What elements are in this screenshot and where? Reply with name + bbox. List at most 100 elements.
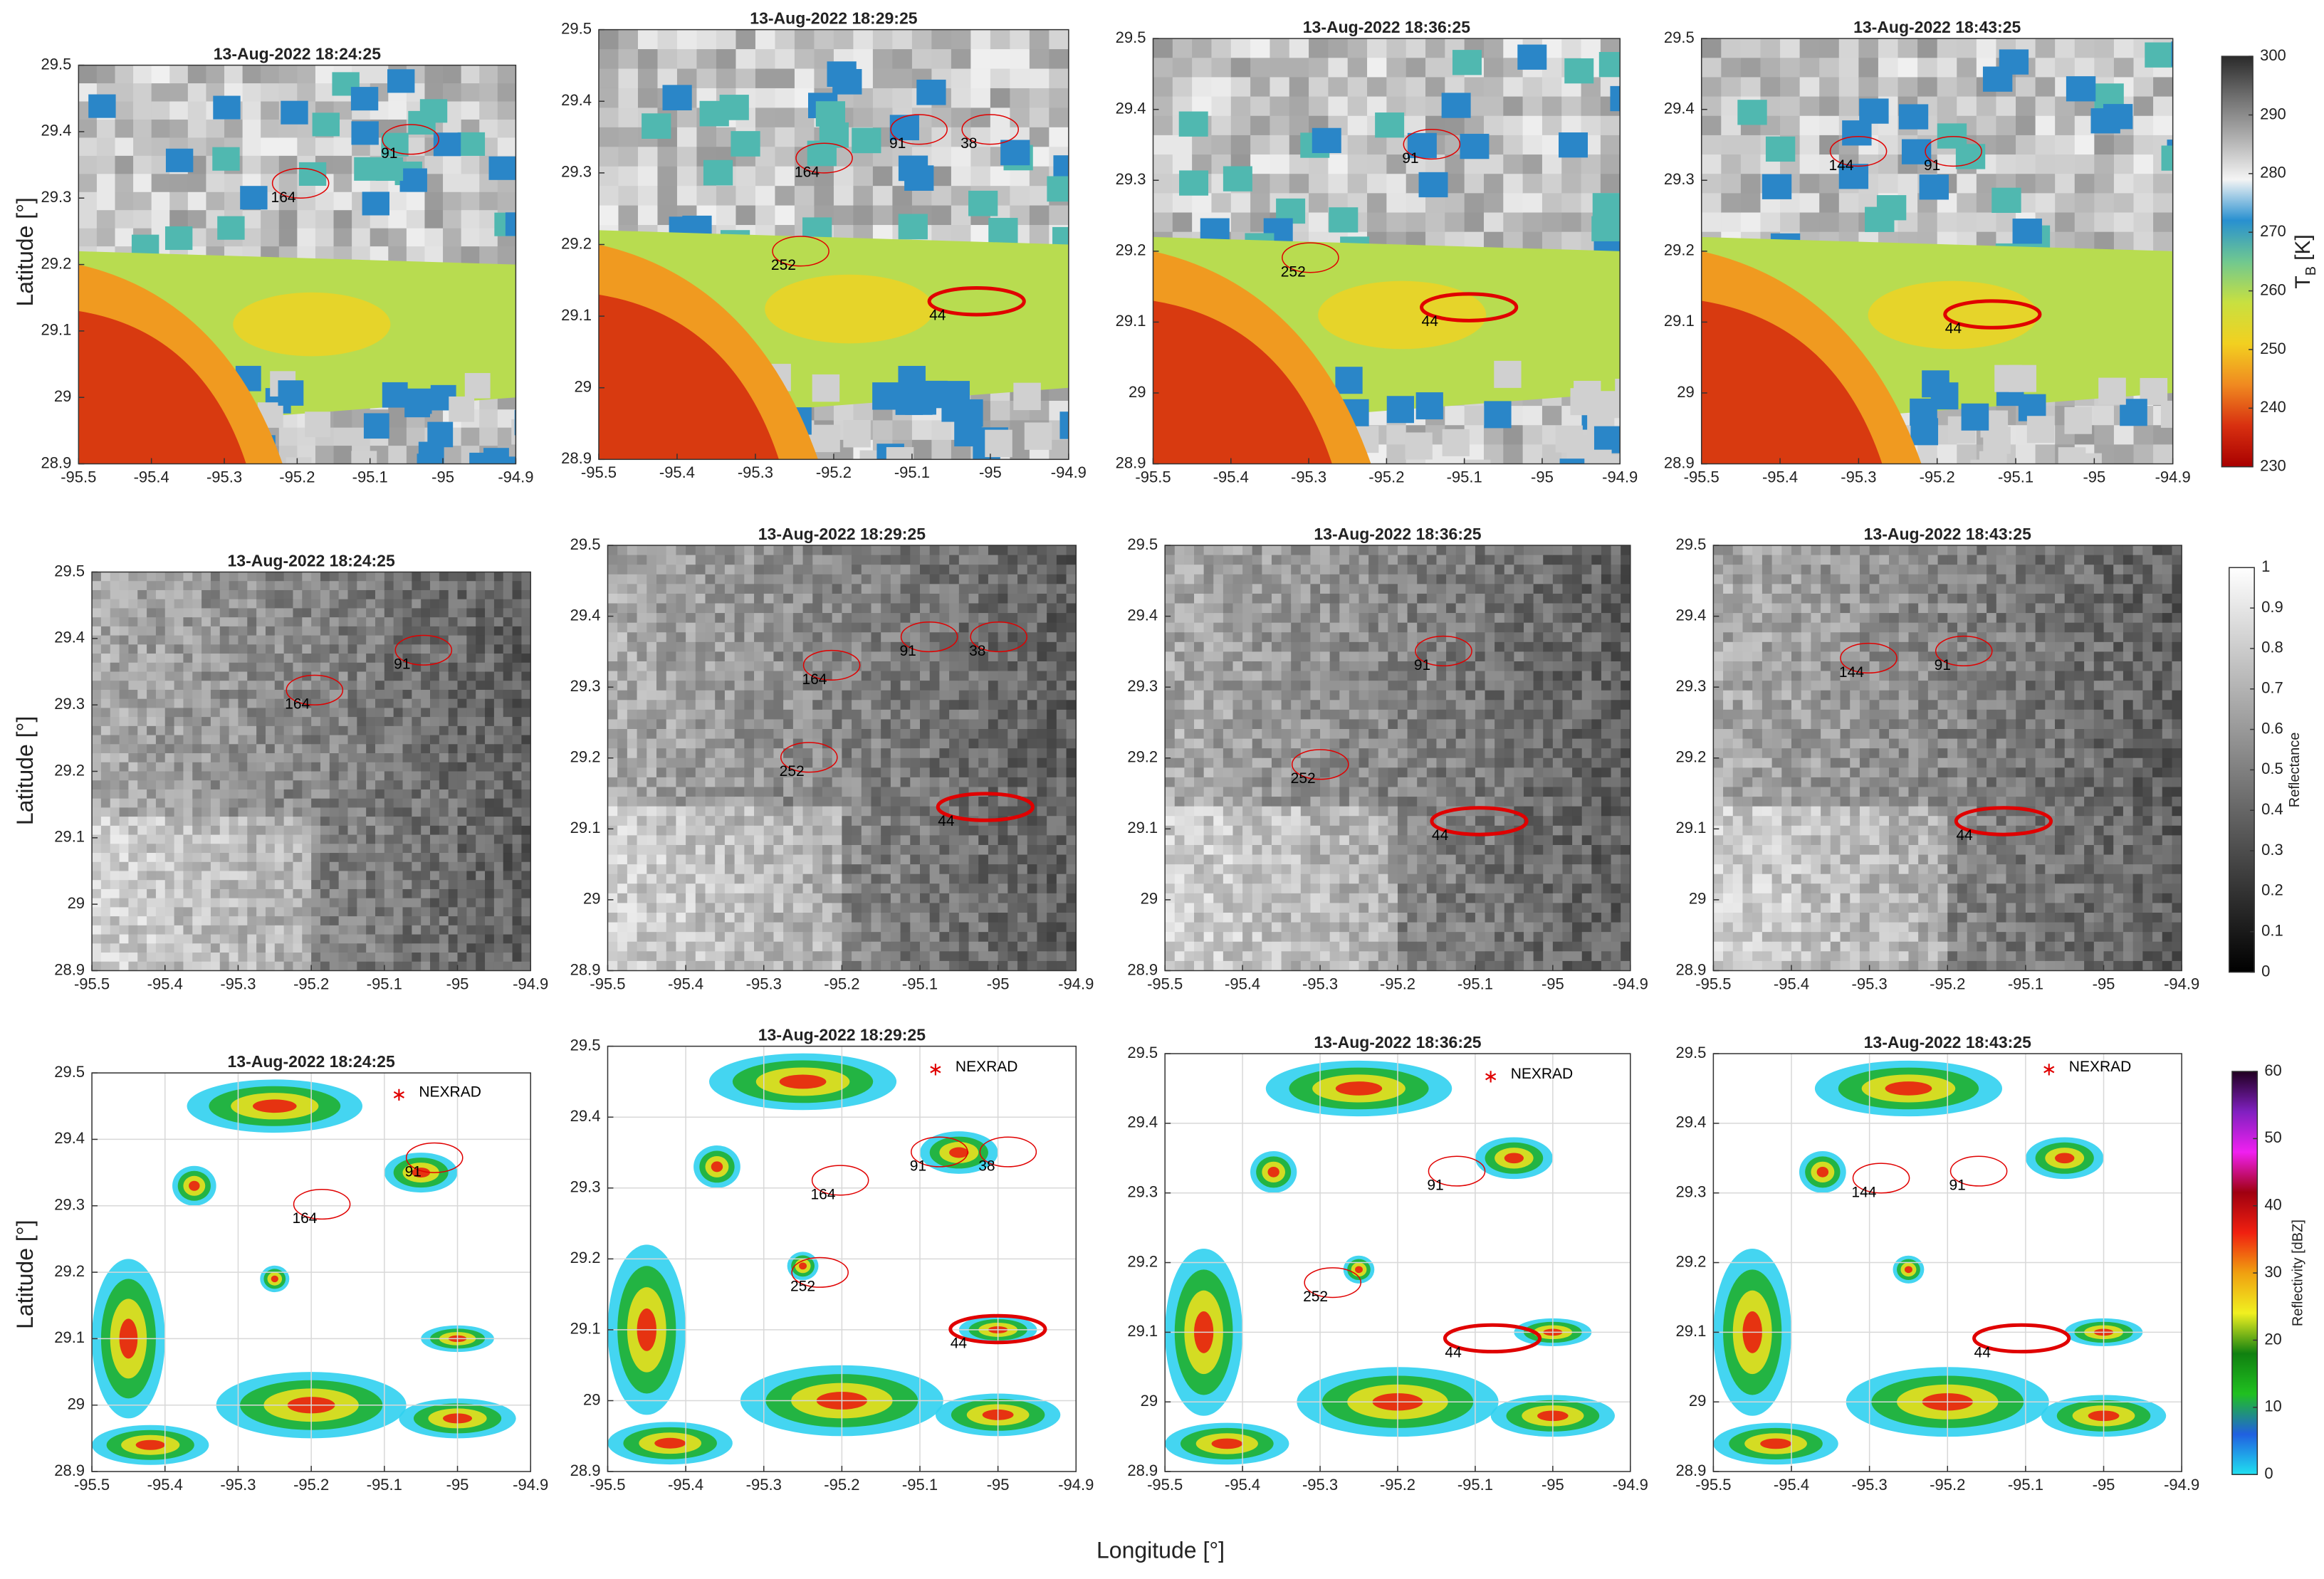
vis-pixel <box>485 789 495 799</box>
vis-pixel <box>274 907 285 917</box>
ir-cold-pixel <box>2012 219 2042 244</box>
ir-pixel <box>1721 135 1742 156</box>
vis-pixel <box>329 689 340 700</box>
vis-pixel <box>219 708 230 718</box>
vis-pixel <box>329 717 340 727</box>
vis-pixel <box>192 817 202 827</box>
vis-pixel <box>293 925 303 935</box>
vis-pixel <box>201 681 211 691</box>
vis-pixel <box>274 589 285 600</box>
x-tick-label: -95.1 <box>352 468 388 486</box>
ir-pixel <box>96 137 116 157</box>
vis-pixel <box>466 953 476 962</box>
ir-pixel <box>970 88 991 109</box>
vis-pixel <box>656 893 667 904</box>
vis-pixel <box>164 708 175 718</box>
vis-pixel <box>647 844 657 856</box>
vis-pixel <box>311 725 321 736</box>
ir-clear-pixel <box>2074 453 2102 464</box>
ir-pixel <box>657 49 678 70</box>
vis-pixel <box>320 934 330 944</box>
vis-pixel <box>238 581 248 591</box>
ir-pixel <box>1211 38 1232 59</box>
ir-pixel <box>1701 212 1722 233</box>
ir-pixel <box>1483 212 1504 233</box>
vis-pixel <box>265 789 276 799</box>
ir-pixel <box>833 166 854 187</box>
vis-pixel <box>92 880 102 890</box>
vis-pixel <box>421 871 431 881</box>
vis-pixel <box>201 581 211 591</box>
vis-pixel <box>384 698 394 709</box>
vis-pixel <box>430 798 440 808</box>
vis-pixel <box>283 934 294 944</box>
vis-pixel <box>512 725 522 736</box>
vis-pixel <box>137 717 147 727</box>
vis-pixel <box>128 817 138 827</box>
vis-pixel <box>466 654 476 663</box>
vis-pixel <box>402 789 412 799</box>
vis-pixel <box>155 780 166 790</box>
ir-pixel <box>1029 186 1050 206</box>
vis-pixel <box>229 907 239 917</box>
vis-pixel <box>219 844 230 854</box>
vis-pixel <box>238 925 248 935</box>
vis-pixel <box>466 925 476 935</box>
vis-pixel <box>274 608 285 618</box>
ir-pixel <box>2153 212 2173 233</box>
ir-pixel <box>755 68 776 89</box>
ir-pixel <box>1367 38 1388 59</box>
vis-pixel <box>265 744 276 754</box>
vis-pixel <box>493 844 504 854</box>
vis-pixel <box>421 943 431 953</box>
vis-pixel <box>155 907 166 917</box>
vis-pixel <box>512 671 522 681</box>
ir-pixel <box>1029 88 1050 109</box>
vis-pixel <box>92 817 102 827</box>
vis-pixel <box>100 725 111 736</box>
ir-pixel <box>443 192 462 211</box>
vis-pixel <box>137 599 147 609</box>
vis-pixel <box>338 807 349 817</box>
ir-pixel <box>990 68 1011 89</box>
ir-pixel <box>990 49 1011 70</box>
x-tick-label: -95 <box>979 463 1002 481</box>
ir-pixel <box>1406 115 1427 136</box>
vis-pixel <box>421 844 431 854</box>
ir-cold-pixel <box>1223 166 1252 192</box>
ir-pixel <box>1153 193 1173 214</box>
vis-pixel <box>128 644 138 654</box>
vis-pixel <box>647 757 657 768</box>
ir-pixel <box>1230 115 1252 136</box>
vis-pixel <box>617 903 628 913</box>
vis-pixel <box>647 709 657 720</box>
ir-pixel <box>1270 154 1290 175</box>
ir-pixel <box>1347 154 1368 175</box>
ir-pixel <box>1172 77 1193 98</box>
vis-pixel <box>421 953 431 962</box>
vis-pixel <box>439 825 449 836</box>
vis-pixel <box>656 825 667 836</box>
vis-pixel <box>421 698 431 709</box>
vis-pixel <box>448 789 459 799</box>
vis-pixel <box>137 589 147 600</box>
vis-pixel <box>320 725 330 736</box>
vis-pixel <box>238 635 248 645</box>
vis-pixel <box>265 798 276 808</box>
ir-pixel <box>1503 154 1524 175</box>
vis-pixel <box>637 932 647 943</box>
ir-cold-pixel <box>513 270 516 294</box>
ir-pixel <box>1029 127 1050 148</box>
vis-pixel <box>229 934 239 944</box>
vis-pixel <box>607 874 618 884</box>
ir-pixel <box>169 174 189 193</box>
vis-pixel <box>302 844 312 854</box>
ir-pixel <box>1799 115 1821 136</box>
vis-pixel <box>375 943 385 953</box>
ir-pixel <box>297 192 316 211</box>
vis-pixel <box>229 925 239 935</box>
vis-pixel <box>329 934 340 944</box>
ir-pixel <box>872 166 894 187</box>
ir-pixel <box>2113 38 2135 59</box>
vis-pixel <box>229 725 239 736</box>
